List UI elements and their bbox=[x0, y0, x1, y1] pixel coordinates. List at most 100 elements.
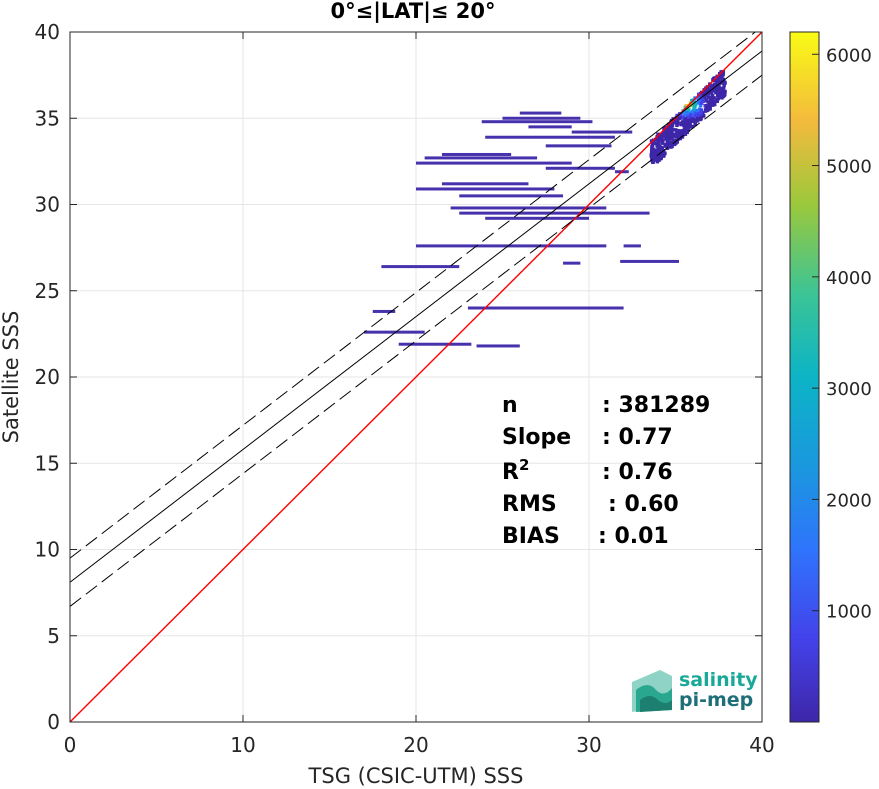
density-cell bbox=[649, 150, 654, 154]
density-cell bbox=[659, 135, 664, 139]
density-segment bbox=[545, 166, 615, 170]
density-cell bbox=[681, 132, 686, 137]
density-cell bbox=[709, 86, 714, 90]
density-cell bbox=[685, 111, 689, 115]
density-cell bbox=[721, 94, 725, 99]
density-cell bbox=[722, 83, 726, 88]
stat-label: R2 bbox=[502, 456, 529, 485]
density-cell bbox=[659, 151, 663, 156]
density-cell bbox=[719, 76, 723, 80]
density-cell bbox=[651, 150, 656, 155]
density-cell bbox=[696, 96, 701, 101]
density-cell bbox=[708, 95, 713, 100]
logo-waves-icon bbox=[632, 670, 672, 712]
density-cell bbox=[683, 126, 688, 130]
density-segment bbox=[381, 265, 460, 269]
density-segment bbox=[459, 211, 650, 215]
density-cell bbox=[697, 99, 701, 103]
density-cell bbox=[651, 155, 655, 160]
density-cell bbox=[650, 143, 655, 148]
axis-ticks: 0 10 20 30 40 0 5 10 15 20 25 30 35 40 bbox=[35, 20, 775, 757]
density-cell bbox=[685, 120, 689, 125]
stat-label: Slope bbox=[502, 425, 571, 450]
density-cell bbox=[704, 105, 709, 109]
density-cell bbox=[672, 141, 677, 146]
colorbar bbox=[790, 32, 819, 722]
density-cell bbox=[656, 146, 660, 150]
density-cell bbox=[696, 108, 701, 113]
density-cell bbox=[712, 96, 716, 100]
density-cell bbox=[660, 149, 664, 153]
density-cell bbox=[690, 98, 694, 103]
density-cell bbox=[697, 112, 702, 116]
density-cell bbox=[706, 96, 711, 100]
density-cell bbox=[721, 77, 726, 82]
density-cell bbox=[675, 122, 680, 126]
density-segment bbox=[563, 261, 581, 265]
density-cell bbox=[673, 134, 677, 138]
density-cell bbox=[674, 132, 678, 137]
density-cell bbox=[672, 120, 677, 125]
density-cell bbox=[666, 135, 671, 139]
density-cell bbox=[685, 127, 690, 132]
density-cell bbox=[699, 108, 704, 112]
density-cell bbox=[720, 87, 724, 91]
density-cell bbox=[715, 93, 720, 98]
density-segment bbox=[502, 116, 581, 120]
density-cell bbox=[662, 131, 666, 135]
density-cell bbox=[685, 113, 689, 117]
density-cell bbox=[717, 84, 721, 88]
y-tick-label: 30 bbox=[35, 193, 60, 217]
density-cell bbox=[720, 71, 725, 76]
density-cell bbox=[708, 107, 712, 111]
density-segment bbox=[441, 182, 529, 186]
colorbar-tick-label: 4000 bbox=[826, 268, 872, 289]
ref-line-fit- bbox=[70, 74, 762, 607]
density-cell bbox=[661, 154, 666, 158]
density-cell bbox=[664, 142, 668, 147]
density-cell bbox=[703, 109, 708, 113]
density-cell bbox=[717, 78, 721, 82]
density-cell bbox=[699, 117, 703, 121]
density-cell bbox=[685, 105, 690, 110]
density-segment bbox=[620, 259, 679, 263]
density-cell bbox=[683, 112, 687, 117]
density-segment bbox=[416, 244, 607, 248]
density-segment bbox=[485, 216, 589, 220]
density-cell bbox=[682, 118, 687, 123]
density-segment bbox=[459, 194, 564, 198]
ref-line-fit- bbox=[70, 32, 757, 559]
density-cell bbox=[682, 123, 686, 128]
density-cell bbox=[710, 93, 715, 98]
colorbar-ticks: 1000 2000 3000 4000 5000 6000 bbox=[812, 45, 872, 623]
y-tick-label: 5 bbox=[47, 624, 60, 648]
x-tick-label: 40 bbox=[749, 733, 774, 757]
density-cell bbox=[664, 134, 669, 138]
density-segment bbox=[416, 161, 572, 165]
density-cell bbox=[704, 98, 708, 102]
ref-line-1-1 bbox=[70, 32, 762, 722]
density-cell bbox=[664, 137, 668, 141]
density-segment bbox=[485, 135, 615, 139]
stat-value: : 0.01 bbox=[598, 524, 669, 549]
density-cell bbox=[671, 138, 676, 143]
density-cell bbox=[687, 108, 691, 112]
density-cell bbox=[670, 129, 674, 134]
density-points bbox=[364, 70, 727, 348]
density-cell bbox=[684, 117, 689, 121]
density-cell bbox=[709, 103, 713, 108]
density-cell bbox=[707, 87, 711, 92]
stat-label: n bbox=[502, 393, 518, 418]
density-segment bbox=[623, 244, 641, 248]
density-cell bbox=[702, 91, 706, 95]
density-cell bbox=[715, 99, 719, 104]
density-segment bbox=[441, 152, 512, 156]
density-cell bbox=[686, 125, 691, 130]
stat-value: : 0.60 bbox=[608, 492, 679, 517]
density-cell bbox=[701, 93, 706, 98]
y-tick-label: 40 bbox=[35, 20, 60, 44]
density-cell bbox=[651, 141, 655, 145]
density-cell bbox=[692, 105, 697, 110]
density-cell bbox=[715, 97, 719, 102]
